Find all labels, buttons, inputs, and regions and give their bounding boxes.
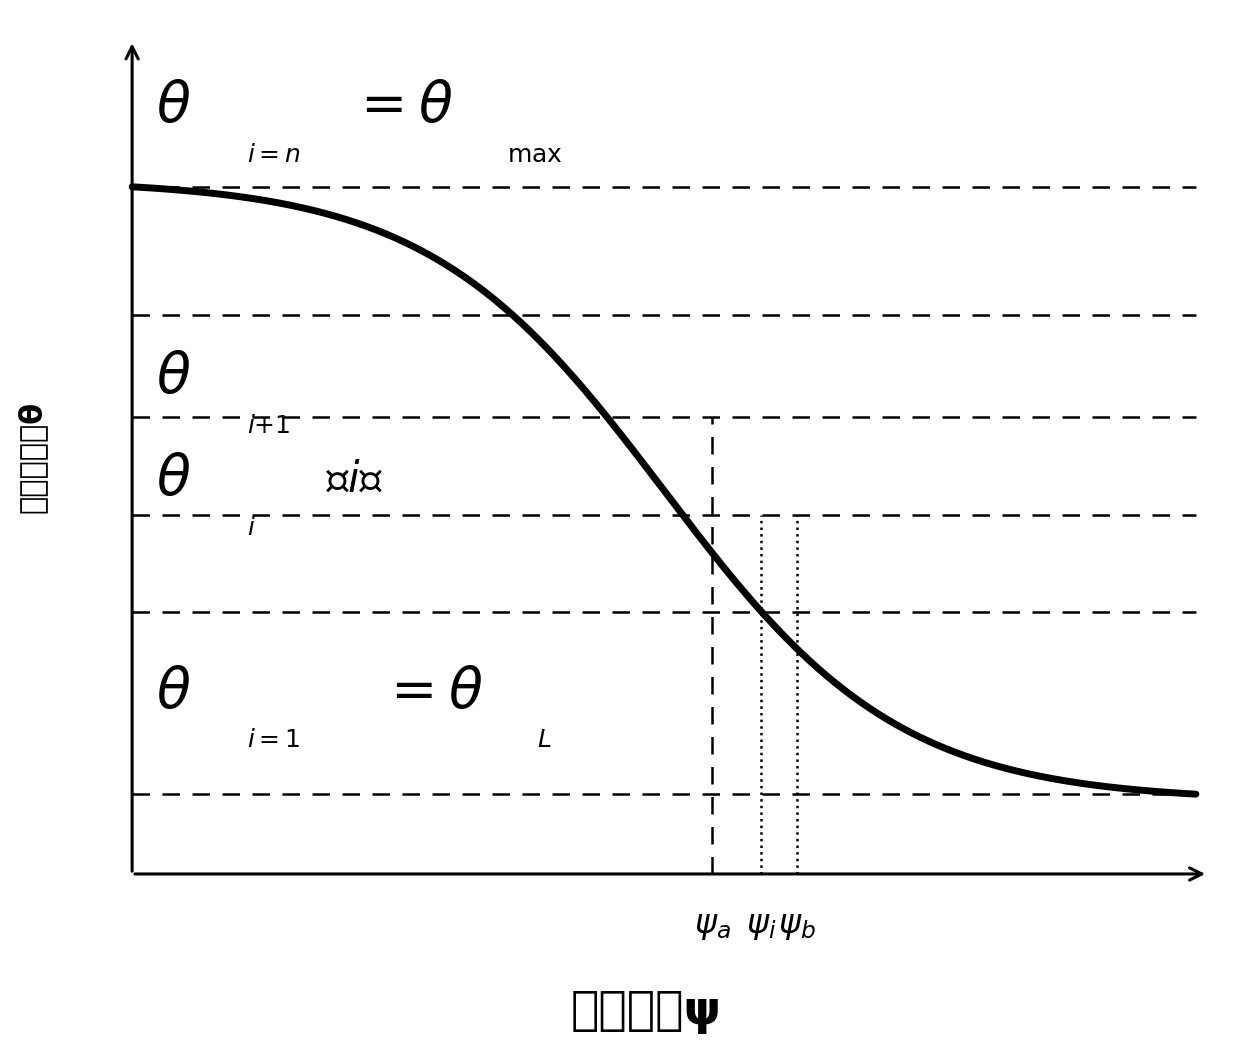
Text: 基质吸力ψ: 基质吸力ψ bbox=[570, 989, 722, 1035]
Text: $i{=}1$: $i{=}1$ bbox=[247, 729, 300, 752]
Text: $=\theta$: $=\theta$ bbox=[379, 665, 482, 720]
Text: $\mathrm{max}$: $\mathrm{max}$ bbox=[507, 144, 563, 168]
Text: $\psi_i$: $\psi_i$ bbox=[745, 910, 776, 942]
Text: 体积含水量θ: 体积含水量θ bbox=[17, 401, 47, 514]
Text: $\theta$: $\theta$ bbox=[156, 452, 191, 506]
Text: $\psi_a$: $\psi_a$ bbox=[694, 910, 730, 942]
Text: $\theta$: $\theta$ bbox=[156, 79, 191, 134]
Text: $=\theta$: $=\theta$ bbox=[350, 79, 453, 134]
Text: $i{+}1$: $i{+}1$ bbox=[247, 415, 290, 438]
Text: $L$: $L$ bbox=[537, 729, 552, 752]
Text: $\theta$: $\theta$ bbox=[156, 350, 191, 405]
Text: 第$i$段: 第$i$段 bbox=[326, 458, 382, 500]
Text: $i{=}n$: $i{=}n$ bbox=[247, 144, 301, 168]
Text: $\psi_b$: $\psi_b$ bbox=[779, 910, 816, 942]
Text: $\theta$: $\theta$ bbox=[156, 665, 191, 720]
Text: $i$: $i$ bbox=[247, 517, 255, 540]
